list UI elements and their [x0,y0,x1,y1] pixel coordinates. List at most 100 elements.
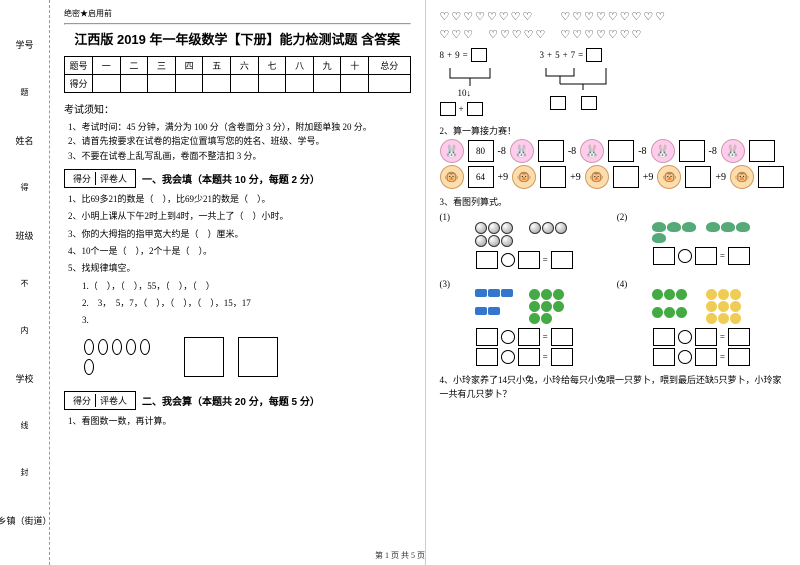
frog-icon [652,307,663,318]
icon-groups [440,222,609,247]
animal-icon [718,313,729,324]
answer-box [749,140,775,162]
op-circle [678,330,692,344]
op-circle [678,350,692,364]
soccer-icon [501,222,513,234]
grader-label: 评卷人 [95,172,131,185]
car-icon [488,307,500,315]
soccer-group [529,222,573,247]
side-label: 姓名 [15,134,33,147]
answer-box [685,166,711,188]
car-group [475,289,519,324]
section-title: 一、我会填（本题共 10 分，每题 2 分） [142,171,320,186]
rabbit-relay: 🐰 80 -8 🐰 -8 🐰 -8 🐰 -8 🐰 [440,139,787,163]
col-num: 一 [93,57,121,75]
rabbit-icon: 🐰 [651,139,675,163]
q3-label: 3、看图列算式。 [440,195,787,208]
col-num: 五 [203,57,231,75]
q-item: 3、你的大拇指的指甲宽大约是（ ）厘米。 [68,227,411,242]
side-label: 乡镇（街道） [0,514,52,527]
equation-line: = [617,328,786,346]
right-column: ♡♡♡♡♡♡♡♡ ♡♡♡♡♡♡♡♡♡ ♡♡♡ ♡♡♡♡♡ ♡♡♡♡♡♡♡ 8 +… [426,0,800,565]
soccer-icon [555,222,567,234]
left-column: 绝密★启用前 江西版 2019 年一年级数学【下册】能力检测试题 含答案 题号 … [50,0,426,565]
soccer-icon [488,235,500,247]
diagram-2: 3 + 5 + 7 = [540,44,630,120]
divider [64,23,411,25]
oval-icon [140,339,150,355]
frog-icon [541,313,552,324]
num: 9 [455,50,460,60]
hint: 题 [21,87,29,98]
num: 7 [571,50,576,60]
square-icon [184,337,224,377]
frog-group [652,289,696,324]
diagram-1: 8 + 9 = 10↓ + [440,44,500,120]
bush-group [652,222,696,243]
soccer-icon [475,235,487,247]
bush-icon [667,222,681,232]
notice-item: 2、请首先按要求在试卷的指定位置填写您的姓名、班级、学号。 [68,134,411,148]
table-row: 题号 一 二 三 四 五 六 七 八 九 十 总分 [65,57,411,75]
bush-icon [682,222,696,232]
binding-margin: 学号 题 姓名 得 班级 不 内 学校 线 封 乡镇（街道） [0,0,50,565]
answer-box [471,48,487,62]
num: 3 [540,50,545,60]
answer-box [608,140,634,162]
op: + [447,50,452,60]
frog-icon [553,289,564,300]
op-label: -8 [709,146,717,157]
notice-title: 考试须知： [64,101,411,116]
notice-item: 1、考试时间：45 分钟，满分为 100 分（含卷面分 3 分），附加题单独 2… [68,120,411,134]
rabbit-icon: 🐰 [721,139,745,163]
soccer-icon [542,222,554,234]
equation-line: = [617,247,786,265]
op-label: +9 [715,172,726,183]
frog-icon [664,307,675,318]
answer-box [440,102,456,116]
q-item: 1、看图数一数，再计算。 [68,414,411,429]
bracket-icon [540,66,630,90]
bush-icon [652,222,666,232]
monkey-icon: 🐵 [730,165,754,189]
animal-icon [718,301,729,312]
frog-icon [529,313,540,324]
frog-icon [664,289,675,300]
soccer-icon [529,222,541,234]
bracket-icon [440,66,500,86]
hearts-row-2: ♡♡♡ ♡♡♡♡♡ ♡♡♡♡♡♡♡ [440,26,787,42]
soccer-icon [488,222,500,234]
num: 8 [440,50,445,60]
col-num: 三 [148,57,176,75]
col-num: 十 [341,57,369,75]
monkey-icon: 🐵 [585,165,609,189]
equation-line: = [617,348,786,366]
problem-2: (2) = [617,212,786,271]
icon-groups [440,289,609,324]
square-group [184,337,278,377]
side-label: 班级 [15,229,33,242]
animal-icon [718,289,729,300]
equation-line: = [440,328,609,346]
seq-item: 1.（ ），（ ），55，（ ），（ ） [68,279,411,294]
problem-1: (1) = [440,212,609,271]
oval-icon [112,339,122,355]
start-value: 64 [468,166,494,188]
frog-icon [529,301,540,312]
score-table: 题号 一 二 三 四 五 六 七 八 九 十 总分 得分 [64,56,411,93]
col-num: 二 [120,57,148,75]
animal-icon [706,301,717,312]
oval-icon [84,339,94,355]
exam-page: 学号 题 姓名 得 班级 不 内 学校 线 封 乡镇（街道） 绝密★启用前 江西… [0,0,800,565]
seq-item: 3. [68,313,411,328]
icon-groups [617,289,786,324]
bush-icon [706,222,720,232]
below-label: 10↓ [440,88,500,98]
soccer-group [475,222,519,247]
op-circle [678,249,692,263]
animal-icon [730,313,741,324]
soccer-icon [475,222,487,234]
op-label: -8 [498,146,506,157]
op-label: +9 [570,172,581,183]
monkey-icon: 🐵 [512,165,536,189]
